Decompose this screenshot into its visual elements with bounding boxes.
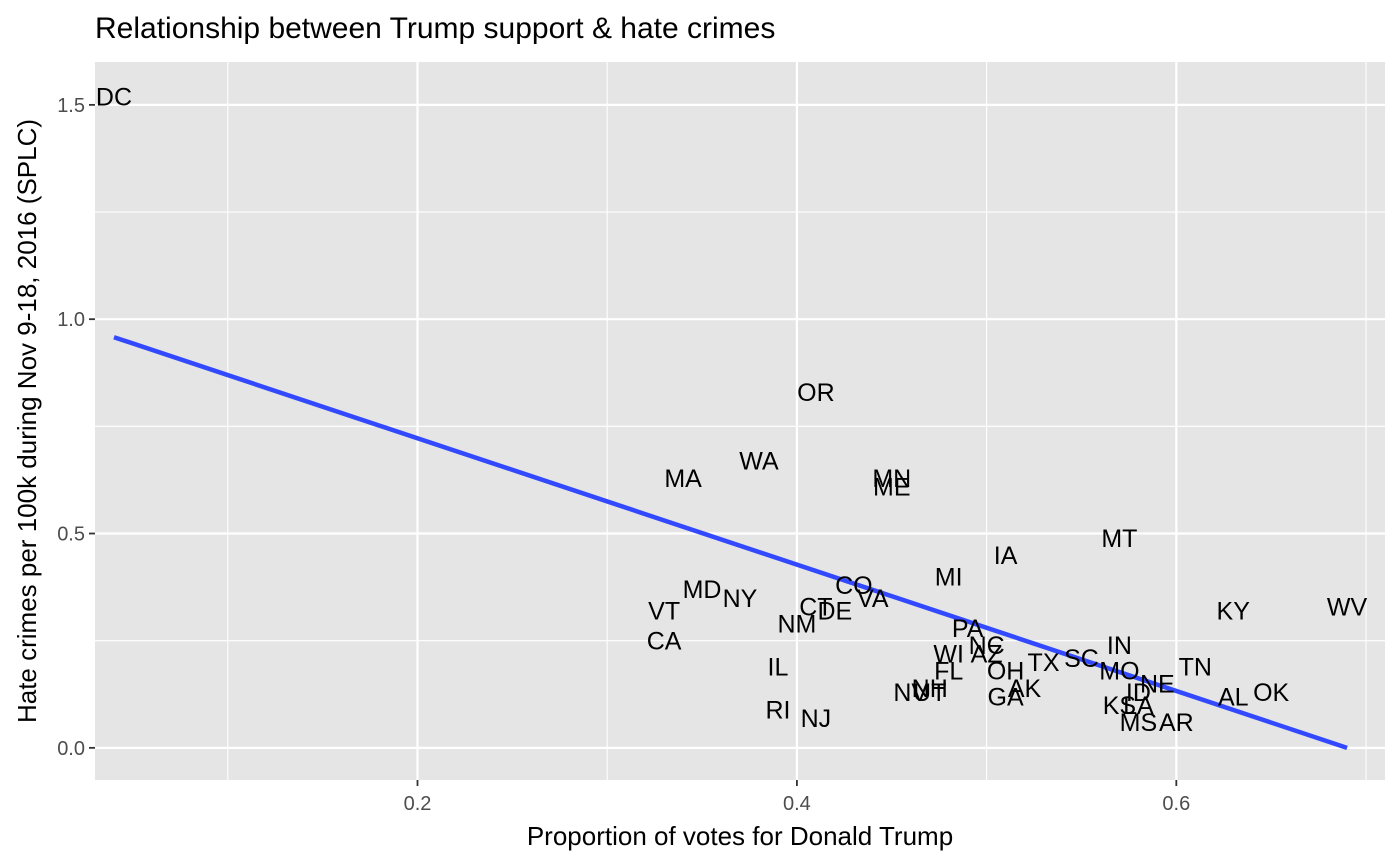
point-label-va: VA xyxy=(857,585,889,613)
point-label-dc: DC xyxy=(96,83,132,111)
y-tick-label: 1.5 xyxy=(57,95,85,117)
x-axis-title: Proportion of votes for Donald Trump xyxy=(527,821,953,851)
point-label-nm: NM xyxy=(777,611,816,639)
point-label-ar: AR xyxy=(1159,709,1194,737)
y-tick-label: 0.0 xyxy=(57,738,85,760)
point-label-tx: TX xyxy=(1028,649,1060,677)
x-tick-label: 0.6 xyxy=(1162,793,1190,815)
point-label-sc: SC xyxy=(1064,645,1099,673)
y-tick-label: 1.0 xyxy=(57,309,85,331)
point-label-il: IL xyxy=(768,653,789,681)
point-label-wa: WA xyxy=(739,448,779,476)
x-tick-label: 0.4 xyxy=(783,793,811,815)
point-label-wv: WV xyxy=(1327,593,1368,621)
chart-title: Relationship between Trump support & hat… xyxy=(95,12,775,45)
point-label-mi: MI xyxy=(935,563,963,591)
point-label-mt: MT xyxy=(1101,525,1137,553)
point-label-tn: TN xyxy=(1179,653,1212,681)
point-label-ca: CA xyxy=(647,628,682,656)
point-label-me: ME xyxy=(873,473,911,501)
point-label-ms: MS xyxy=(1120,709,1158,737)
point-label-ia: IA xyxy=(994,542,1018,570)
point-label-or: OR xyxy=(797,379,835,407)
point-label-ga: GA xyxy=(988,683,1024,711)
point-label-vt: VT xyxy=(648,598,680,626)
point-label-ok: OK xyxy=(1253,679,1289,707)
point-label-md: MD xyxy=(683,576,722,604)
point-label-ky: KY xyxy=(1217,598,1251,626)
point-label-de: DE xyxy=(817,598,852,626)
point-label-ny: NY xyxy=(723,585,758,613)
y-axis-title: Hate crimes per 100k during Nov 9-18, 20… xyxy=(12,119,42,723)
point-label-nj: NJ xyxy=(801,705,832,733)
point-label-ma: MA xyxy=(664,465,702,493)
point-label-al: AL xyxy=(1218,683,1249,711)
point-label-ut: UT xyxy=(913,679,946,707)
x-tick-label: 0.2 xyxy=(404,793,432,815)
point-label-ri: RI xyxy=(765,696,790,724)
point-label-in: IN xyxy=(1107,632,1132,660)
y-tick-label: 0.5 xyxy=(57,524,85,546)
